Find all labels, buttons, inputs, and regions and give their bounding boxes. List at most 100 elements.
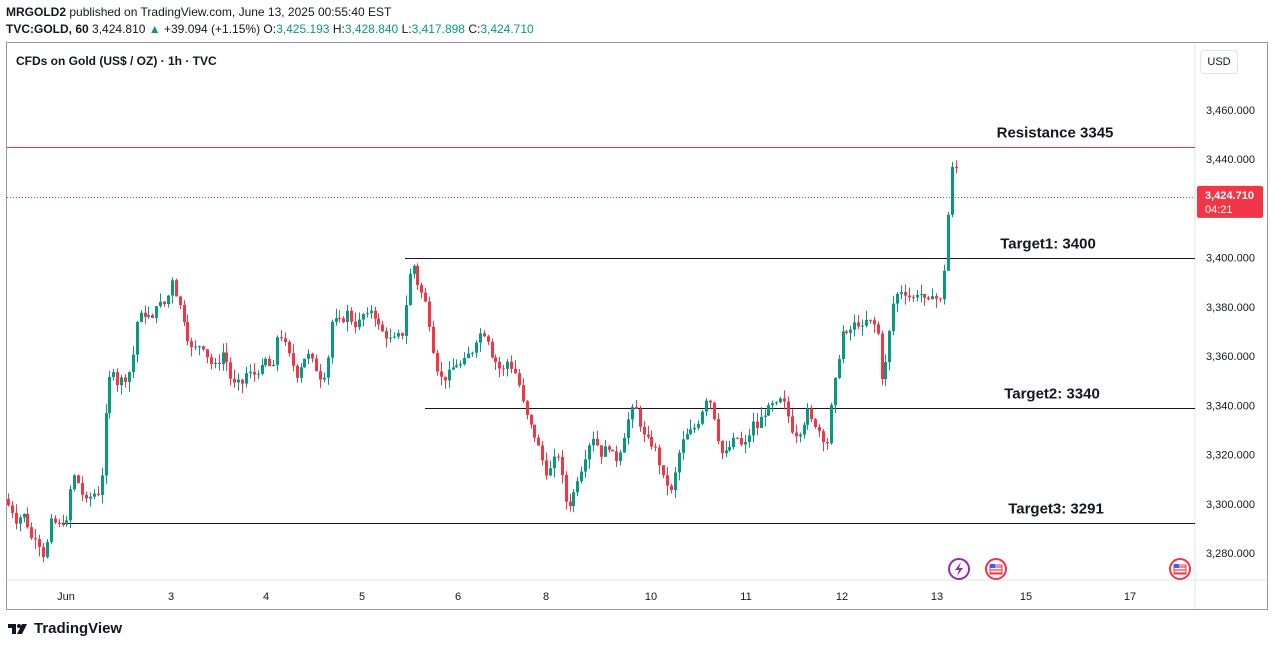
- candle-body[interactable]: [951, 166, 954, 215]
- candle-body[interactable]: [354, 321, 357, 328]
- candle-body[interactable]: [502, 368, 505, 370]
- candle-body[interactable]: [335, 318, 338, 322]
- candle-body[interactable]: [764, 415, 767, 417]
- candle-body[interactable]: [569, 501, 572, 507]
- candle-body[interactable]: [693, 427, 696, 430]
- candle-body[interactable]: [276, 337, 279, 365]
- candle-body[interactable]: [303, 358, 306, 368]
- candle-body[interactable]: [206, 349, 209, 358]
- candle-body[interactable]: [705, 400, 708, 412]
- candle-body[interactable]: [214, 362, 217, 365]
- candle-body[interactable]: [210, 357, 213, 365]
- candle-body[interactable]: [927, 297, 930, 300]
- candle-body[interactable]: [647, 434, 650, 437]
- candle-body[interactable]: [908, 295, 911, 298]
- candle-body[interactable]: [935, 296, 938, 299]
- candle-body[interactable]: [604, 446, 607, 457]
- candle-body[interactable]: [264, 358, 267, 366]
- candle-body[interactable]: [218, 362, 221, 365]
- candle-body[interactable]: [826, 442, 829, 444]
- candle-body[interactable]: [381, 324, 384, 332]
- candle-body[interactable]: [611, 449, 614, 452]
- candle-body[interactable]: [896, 293, 899, 304]
- candle-body[interactable]: [748, 435, 751, 442]
- candle-body[interactable]: [323, 377, 326, 380]
- candle-body[interactable]: [136, 321, 139, 355]
- candle-body[interactable]: [362, 314, 365, 320]
- candle-body[interactable]: [175, 280, 178, 297]
- candle-body[interactable]: [717, 418, 720, 442]
- candle-body[interactable]: [686, 434, 689, 440]
- candle-body[interactable]: [662, 465, 665, 476]
- candle-body[interactable]: [11, 505, 14, 513]
- candle-body[interactable]: [689, 429, 692, 435]
- candle-body[interactable]: [767, 405, 770, 416]
- candle-body[interactable]: [128, 372, 131, 382]
- candle-body[interactable]: [261, 365, 264, 374]
- candle-body[interactable]: [565, 474, 568, 502]
- candle-body[interactable]: [884, 361, 887, 380]
- candle-body[interactable]: [787, 401, 790, 417]
- candle-body[interactable]: [50, 518, 53, 542]
- candle-body[interactable]: [350, 310, 353, 322]
- candle-body[interactable]: [861, 325, 864, 327]
- candle-body[interactable]: [194, 346, 197, 348]
- candle-body[interactable]: [416, 265, 419, 285]
- candle-body[interactable]: [576, 481, 579, 493]
- candle-body[interactable]: [619, 452, 622, 461]
- candle-body[interactable]: [405, 305, 408, 336]
- candle-body[interactable]: [346, 310, 349, 322]
- candle-body[interactable]: [101, 475, 104, 495]
- candle-body[interactable]: [955, 166, 958, 168]
- candle-body[interactable]: [526, 401, 529, 415]
- candle-body[interactable]: [627, 419, 630, 438]
- candle-body[interactable]: [202, 346, 205, 350]
- candle-body[interactable]: [19, 517, 22, 524]
- candle-body[interactable]: [116, 372, 119, 386]
- candle-body[interactable]: [545, 460, 548, 476]
- candle-body[interactable]: [155, 306, 158, 318]
- candle-body[interactable]: [319, 371, 322, 380]
- candle-body[interactable]: [736, 437, 739, 439]
- candle-body[interactable]: [834, 377, 837, 405]
- candle-body[interactable]: [600, 445, 603, 457]
- candle-body[interactable]: [697, 423, 700, 428]
- candle-body[interactable]: [725, 450, 728, 454]
- candle-body[interactable]: [428, 301, 431, 327]
- candle-body[interactable]: [682, 439, 685, 453]
- candle-body[interactable]: [853, 322, 856, 330]
- candle-body[interactable]: [292, 353, 295, 366]
- candle-body[interactable]: [38, 539, 41, 547]
- candle-body[interactable]: [795, 432, 798, 437]
- candle-body[interactable]: [491, 341, 494, 358]
- candle-body[interactable]: [557, 456, 560, 458]
- candle-body[interactable]: [124, 377, 127, 382]
- candle-body[interactable]: [444, 376, 447, 381]
- candle-body[interactable]: [167, 295, 170, 304]
- candle-body[interactable]: [257, 373, 260, 375]
- candle-body[interactable]: [65, 520, 68, 525]
- candle-body[interactable]: [58, 522, 61, 524]
- candle-body[interactable]: [183, 304, 186, 323]
- candle-body[interactable]: [112, 372, 115, 378]
- candle-body[interactable]: [623, 437, 626, 453]
- candle-body[interactable]: [775, 402, 778, 404]
- tradingview-logo[interactable]: TradingView: [8, 620, 122, 637]
- candle-body[interactable]: [584, 459, 587, 472]
- candle-body[interactable]: [420, 284, 423, 293]
- candle-body[interactable]: [237, 379, 240, 383]
- candle-body[interactable]: [440, 371, 443, 377]
- candle-body[interactable]: [120, 377, 123, 386]
- candle-body[interactable]: [97, 493, 100, 495]
- candle-body[interactable]: [222, 352, 225, 365]
- candle-body[interactable]: [151, 315, 154, 318]
- candle-body[interactable]: [327, 357, 330, 378]
- candle-body[interactable]: [631, 406, 634, 420]
- candle-body[interactable]: [245, 373, 248, 384]
- candle-body[interactable]: [179, 296, 182, 305]
- candle-body[interactable]: [744, 441, 747, 445]
- candle-body[interactable]: [877, 324, 880, 334]
- candle-body[interactable]: [288, 341, 291, 354]
- candle-body[interactable]: [822, 431, 825, 443]
